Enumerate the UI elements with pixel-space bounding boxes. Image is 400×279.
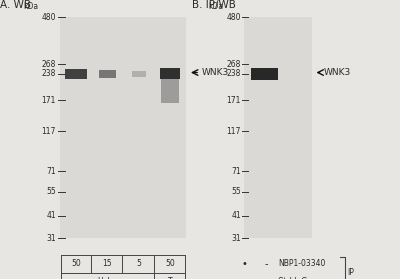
Text: ·: ·	[242, 274, 246, 279]
Text: 480: 480	[226, 13, 241, 22]
Text: 41: 41	[231, 211, 241, 220]
Text: 55: 55	[46, 187, 56, 196]
Text: WNK3: WNK3	[324, 68, 351, 77]
Text: WNK3: WNK3	[202, 68, 229, 77]
Bar	[244, 17, 312, 238]
Text: Ctrl IgG: Ctrl IgG	[278, 276, 307, 279]
Text: 480: 480	[42, 13, 56, 22]
Bar	[65, 69, 87, 79]
Text: A. WB: A. WB	[0, 0, 31, 10]
Text: -: -	[264, 259, 268, 269]
Text: 71: 71	[46, 167, 56, 176]
Text: 41: 41	[46, 211, 56, 220]
Text: 71: 71	[231, 167, 241, 176]
Text: 55: 55	[231, 187, 241, 196]
Text: kDa: kDa	[208, 2, 224, 11]
Text: •: •	[241, 259, 247, 269]
Text: 5: 5	[136, 259, 141, 268]
Text: 31: 31	[231, 234, 241, 243]
Text: 268: 268	[227, 60, 241, 69]
Text: 50: 50	[165, 259, 175, 268]
Text: 117: 117	[42, 127, 56, 136]
Bar	[98, 70, 116, 78]
Text: IP: IP	[348, 268, 354, 277]
Text: •: •	[263, 276, 269, 279]
Text: 268: 268	[42, 60, 56, 69]
Bar	[161, 79, 180, 103]
Text: NBP1-03340: NBP1-03340	[278, 259, 325, 268]
Text: 238: 238	[42, 69, 56, 78]
Text: 238: 238	[227, 69, 241, 78]
Bar	[251, 68, 278, 80]
Text: kDa: kDa	[24, 2, 38, 11]
Text: T: T	[168, 276, 172, 279]
Text: 31: 31	[46, 234, 56, 243]
Text: 117: 117	[227, 127, 241, 136]
Bar	[160, 68, 180, 79]
Text: B. IP/WB: B. IP/WB	[192, 0, 236, 10]
Text: 15: 15	[102, 259, 112, 268]
Text: HeLa: HeLa	[98, 276, 117, 279]
Bar	[60, 17, 186, 238]
Text: 171: 171	[42, 96, 56, 105]
Text: 50: 50	[71, 259, 81, 268]
Text: 171: 171	[227, 96, 241, 105]
Bar	[132, 71, 146, 77]
